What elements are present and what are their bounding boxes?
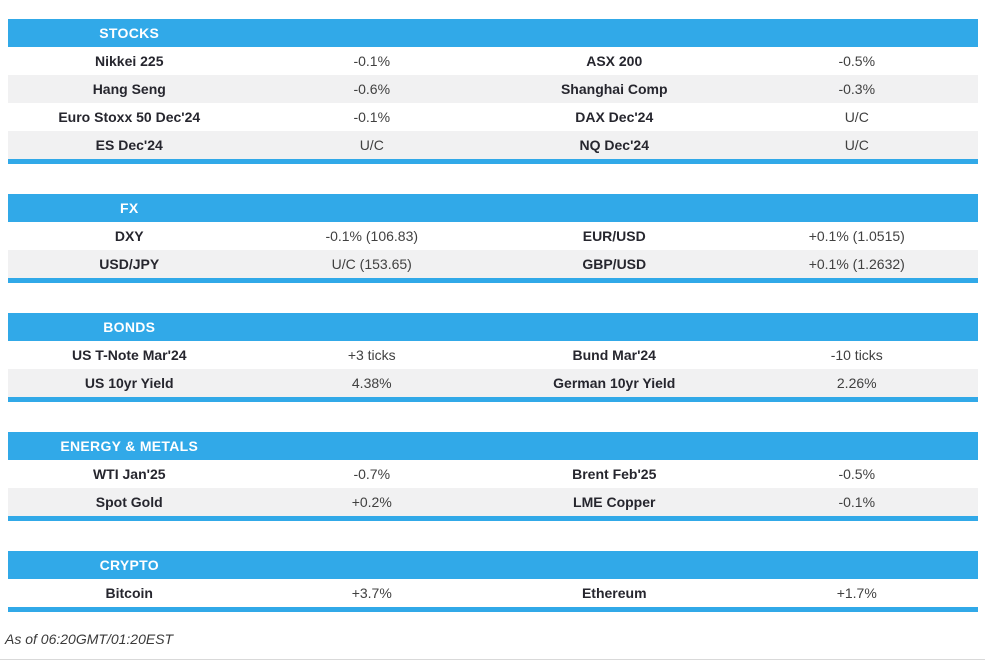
instrument-name: DAX Dec'24 <box>575 109 654 125</box>
market-section: BONDS US T-Note Mar'24 +3 ticks Bund Mar'2… <box>8 313 978 402</box>
section-rows: WTI Jan'25 -0.7% Brent Feb'25 -0.5% Spot Gol… <box>8 460 978 516</box>
instrument-value: 4.38% <box>351 375 392 391</box>
instrument-name: Shanghai Comp <box>560 81 668 97</box>
instrument-value: +1.7% <box>836 585 877 601</box>
instrument-value: -0.1% (106.83) <box>325 228 419 244</box>
section-title: ENERGY & METALS <box>60 438 199 454</box>
instrument-name: WTI Jan'25 <box>92 466 166 482</box>
instrument-name: Euro Stoxx 50 Dec'24 <box>58 109 201 125</box>
section-rows: Bitcoin +3.7% Ethereum +1.7% <box>8 579 978 607</box>
market-section: ENERGY & METALS WTI Jan'25 -0.7% Brent Feb… <box>8 432 978 521</box>
section-bottom-bar <box>8 397 978 402</box>
instrument-name: US T-Note Mar'24 <box>71 347 187 363</box>
instrument-value: +3 ticks <box>347 347 396 363</box>
instrument-value: U/C <box>359 137 384 153</box>
instrument-name: Ethereum <box>581 585 647 601</box>
section-header: FX <box>8 194 978 222</box>
table-row: Spot Gold +0.2% LME Copper -0.1% <box>8 488 978 516</box>
section-header: CRYPTO <box>8 551 978 579</box>
instrument-name: Spot Gold <box>95 494 163 510</box>
table-row: US T-Note Mar'24 +3 ticks Bund Mar'24 -10 t… <box>8 341 978 369</box>
instrument-value: +0.1% (1.0515) <box>808 228 905 244</box>
section-rows: Nikkei 225 -0.1% ASX 200 -0.5% Hang Seng -0.6… <box>8 47 978 159</box>
section-bottom-bar <box>8 278 978 283</box>
section-title: CRYPTO <box>99 557 159 573</box>
instrument-value: U/C <box>844 137 869 153</box>
section-rows: US T-Note Mar'24 +3 ticks Bund Mar'24 -10 t… <box>8 341 978 397</box>
instrument-value: -0.7% <box>353 466 391 482</box>
table-row: Hang Seng -0.6% Shanghai Comp -0.3% <box>8 75 978 103</box>
instrument-name: Nikkei 225 <box>95 53 164 69</box>
instrument-name: Brent Feb'25 <box>572 466 657 482</box>
market-section: CRYPTO Bitcoin +3.7% Ethereum +1.7% <box>8 551 978 612</box>
instrument-name: Hang Seng <box>92 81 166 97</box>
instrument-name: USD/JPY <box>99 256 160 272</box>
table-row: US 10yr Yield 4.38% German 10yr Yield 2.26% <box>8 369 978 397</box>
instrument-name: LME Copper <box>573 494 656 510</box>
market-table: STOCKS Nikkei 225 -0.1% ASX 200 -0.5% Hang S… <box>8 19 978 612</box>
section-bottom-bar <box>8 159 978 164</box>
market-section: STOCKS Nikkei 225 -0.1% ASX 200 -0.5% Hang S… <box>8 19 978 164</box>
table-row: Euro Stoxx 50 Dec'24 -0.1% DAX Dec'24 U/C <box>8 103 978 131</box>
instrument-value: -0.5% <box>838 466 876 482</box>
table-row: Bitcoin +3.7% Ethereum +1.7% <box>8 579 978 607</box>
instrument-value: -0.1% <box>838 494 876 510</box>
section-rows: DXY -0.1% (106.83) EUR/USD +0.1% (1.0515) US… <box>8 222 978 278</box>
instrument-value: +0.2% <box>351 494 392 510</box>
instrument-value: U/C (153.65) <box>331 256 412 272</box>
instrument-name: GBP/USD <box>582 256 647 272</box>
instrument-value: -0.3% <box>838 81 876 97</box>
section-title: STOCKS <box>99 25 160 41</box>
section-header: STOCKS <box>8 19 978 47</box>
market-section: FX DXY -0.1% (106.83) EUR/USD +0.1% (1.0515… <box>8 194 978 283</box>
instrument-name: DXY <box>114 228 144 244</box>
bottom-divider <box>0 659 985 660</box>
instrument-name: Bitcoin <box>105 585 153 601</box>
instrument-name: ES Dec'24 <box>95 137 163 153</box>
instrument-value: -0.5% <box>838 53 876 69</box>
instrument-value: +3.7% <box>351 585 392 601</box>
instrument-value: -10 ticks <box>830 347 883 363</box>
instrument-name: Bund Mar'24 <box>572 347 656 363</box>
section-bottom-bar <box>8 607 978 612</box>
table-row: Nikkei 225 -0.1% ASX 200 -0.5% <box>8 47 978 75</box>
table-row: WTI Jan'25 -0.7% Brent Feb'25 -0.5% <box>8 460 978 488</box>
instrument-value: -0.1% <box>353 53 391 69</box>
instrument-value: 2.26% <box>836 375 877 391</box>
section-bottom-bar <box>8 516 978 521</box>
instrument-name: EUR/USD <box>582 228 646 244</box>
section-header: BONDS <box>8 313 978 341</box>
instrument-value: +0.1% (1.2632) <box>808 256 905 272</box>
instrument-name: US 10yr Yield <box>84 375 174 391</box>
table-row: DXY -0.1% (106.83) EUR/USD +0.1% (1.0515) <box>8 222 978 250</box>
instrument-value: -0.1% <box>353 109 391 125</box>
section-title: FX <box>120 200 139 216</box>
section-header: ENERGY & METALS <box>8 432 978 460</box>
instrument-name: NQ Dec'24 <box>579 137 649 153</box>
instrument-name: ASX 200 <box>586 53 643 69</box>
table-row: USD/JPY U/C (153.65) GBP/USD +0.1% (1.2632) <box>8 250 978 278</box>
section-title: BONDS <box>103 319 156 335</box>
as-of-timestamp: As of 06:20GMT/01:20EST <box>5 631 174 647</box>
table-row: ES Dec'24 U/C NQ Dec'24 U/C <box>8 131 978 159</box>
instrument-value: U/C <box>844 109 869 125</box>
instrument-name: German 10yr Yield <box>553 375 676 391</box>
instrument-value: -0.6% <box>353 81 391 97</box>
